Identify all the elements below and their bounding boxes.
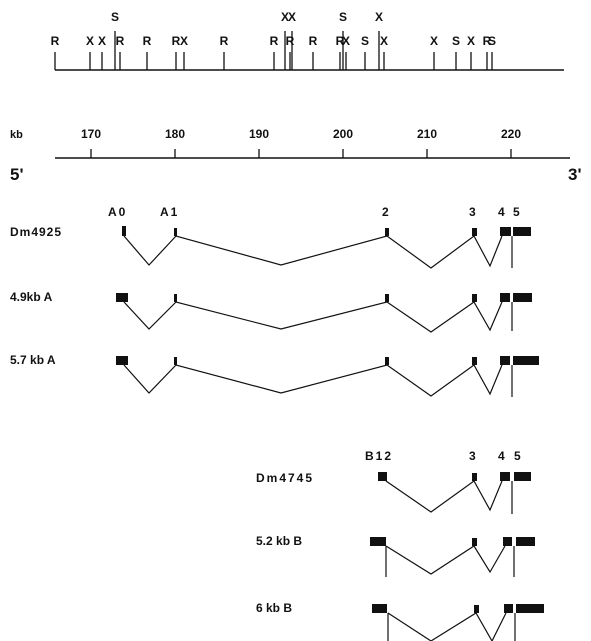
exon-block	[472, 294, 477, 302]
exon-block	[372, 604, 387, 613]
scale-tick-label: 210	[417, 127, 437, 141]
exon-block	[500, 356, 510, 365]
transcript-4-9kb-a: 4.9kb A	[10, 290, 532, 333]
scale-tick-label: 170	[81, 127, 101, 141]
exon-block	[504, 604, 513, 613]
intron-lines	[385, 480, 503, 513]
restriction-site-label: X	[467, 34, 475, 48]
exon-label-3: 3	[469, 449, 476, 463]
intron-lines	[123, 364, 503, 397]
exon-block	[516, 537, 535, 546]
restriction-site-label: X	[430, 34, 438, 48]
transcript-label: 4.9kb A	[10, 290, 53, 304]
exon-label-3: 3	[469, 205, 476, 219]
exon-label-a1: A1	[160, 205, 179, 219]
exon-block	[503, 537, 512, 546]
exon-label-4: 4	[498, 449, 505, 463]
exon-label-5: 5	[513, 205, 520, 219]
scale-ticks: 170 180 190 200 210 220	[81, 127, 521, 158]
exon-block	[174, 294, 177, 302]
exon-block	[513, 227, 531, 236]
three-prime-label: 3'	[568, 165, 582, 184]
transcript-group-a: A0 A1 2 3 4 5 Dm4925 4.9kb A	[10, 205, 539, 397]
exon-block	[174, 357, 177, 365]
exon-block	[370, 537, 386, 546]
restriction-site-label: S	[488, 34, 496, 48]
exon-block	[500, 472, 510, 481]
exon-block	[385, 357, 389, 365]
restriction-site-label: X	[281, 10, 289, 24]
exon-label-a0: A0	[108, 205, 127, 219]
exon-label-2: 2	[382, 205, 389, 219]
intron-lines	[123, 301, 503, 333]
exon-block	[514, 472, 531, 481]
restriction-site-label: R	[483, 34, 492, 48]
restriction-site-label: S	[361, 34, 369, 48]
scale-unit-label: kb	[10, 129, 23, 141]
scale-tick-label: 190	[249, 127, 269, 141]
transcript-6kb-b: 6 kb B	[256, 601, 544, 641]
restriction-site-label: S	[339, 10, 347, 24]
transcript-label: 5.2 kb B	[256, 534, 302, 548]
kb-scale: kb 170 180 190 200 210 220 5' 3'	[10, 127, 582, 184]
scale-tick-label: 220	[501, 127, 521, 141]
five-prime-label: 5'	[10, 165, 24, 184]
restriction-site-label: R	[172, 34, 181, 48]
restriction-site-label: X	[380, 34, 388, 48]
restriction-site-label: R	[220, 34, 229, 48]
restriction-site-label: R	[286, 34, 295, 48]
transcript-5-2kb-b: 5.2 kb B	[256, 534, 535, 577]
exon-block	[500, 293, 510, 302]
transcript-label: Dm4925	[10, 225, 62, 239]
transcript-group-b: B12 3 4 5 Dm4745 5.2 kb B 6 kb B	[256, 449, 544, 641]
exon-block	[513, 356, 539, 365]
exon-block	[500, 227, 511, 236]
exon-block	[472, 357, 477, 365]
restriction-site-label: R	[336, 34, 345, 48]
restriction-site-label: S	[452, 34, 460, 48]
exon-block	[472, 473, 477, 481]
exon-block	[516, 604, 544, 613]
transcript-dm4925: Dm4925	[10, 225, 531, 269]
exon-block	[174, 228, 177, 236]
restriction-site-label: S	[111, 10, 119, 24]
restriction-site-label: X	[98, 34, 106, 48]
exon-block	[472, 228, 477, 236]
exon-block	[378, 472, 387, 481]
exon-block	[385, 228, 389, 236]
intron-lines	[387, 612, 507, 641]
exon-label-b12: B12	[365, 449, 393, 463]
restriction-site-label: R	[309, 34, 318, 48]
intron-lines	[123, 235, 503, 269]
scale-tick-label: 200	[333, 127, 353, 141]
restriction-site-label: R	[116, 34, 125, 48]
intron-lines	[385, 545, 506, 575]
exon-label-5: 5	[514, 449, 521, 463]
scale-tick-label: 180	[165, 127, 185, 141]
restriction-site-label: X	[180, 34, 188, 48]
restriction-site-label: X	[375, 10, 383, 24]
restriction-site-label: X	[342, 34, 350, 48]
exon-label-4: 4	[498, 205, 505, 219]
exon-block	[116, 356, 128, 365]
restriction-site-label: X	[288, 10, 296, 24]
restriction-site-label: R	[270, 34, 279, 48]
exon-block	[116, 293, 128, 302]
exon-block	[122, 226, 126, 236]
restriction-site-label: R	[51, 34, 60, 48]
exon-block	[513, 293, 532, 302]
exon-block	[385, 294, 389, 302]
transcript-label: 5.7 kb A	[10, 353, 56, 367]
restriction-site-label: X	[86, 34, 94, 48]
transcript-label: 6 kb B	[256, 601, 292, 615]
exon-block	[472, 538, 477, 546]
restriction-site-label: R	[143, 34, 152, 48]
transcript-label: Dm4745	[256, 471, 314, 485]
transcript-5-7kb-a: 5.7 kb A	[10, 353, 539, 397]
transcript-dm4745: Dm4745	[256, 471, 531, 514]
exon-block	[474, 605, 479, 613]
